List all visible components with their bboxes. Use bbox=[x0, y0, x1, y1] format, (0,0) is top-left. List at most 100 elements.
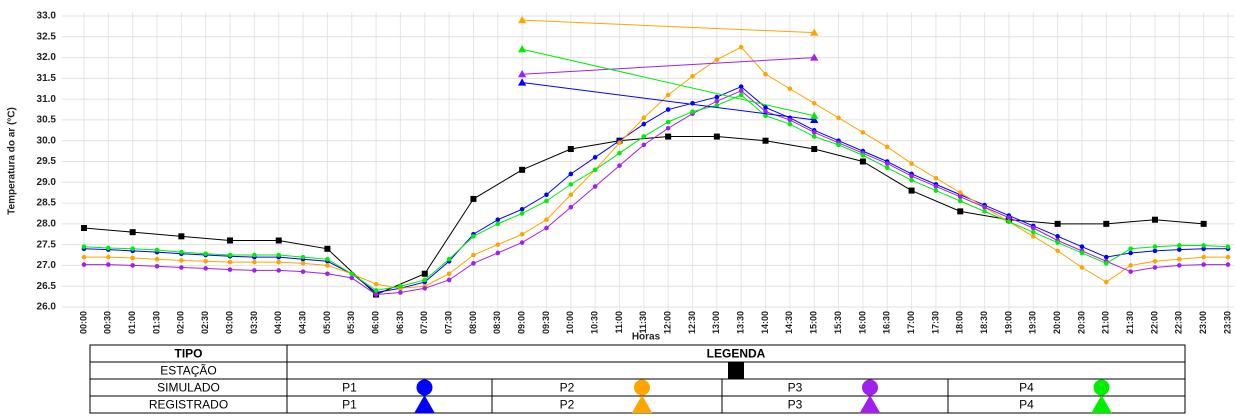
data-point bbox=[860, 130, 866, 135]
x-tick-label: 18:00 bbox=[955, 311, 965, 334]
data-point bbox=[81, 254, 87, 260]
data-point bbox=[1079, 250, 1085, 256]
data-point bbox=[1006, 219, 1012, 225]
data-point bbox=[1200, 220, 1207, 227]
data-point bbox=[446, 271, 452, 277]
data-point bbox=[690, 109, 695, 114]
data-point bbox=[1225, 262, 1231, 267]
legend-label: P4 bbox=[1019, 398, 1034, 412]
data-point bbox=[421, 270, 428, 277]
data-point bbox=[1128, 263, 1133, 268]
data-point bbox=[495, 217, 501, 222]
data-point bbox=[203, 266, 209, 271]
x-tick-label: 14:30 bbox=[784, 311, 794, 334]
data-point bbox=[714, 98, 720, 104]
y-tick-label: 30.0 bbox=[37, 135, 57, 146]
data-point bbox=[276, 268, 282, 273]
y-tick-label: 26.5 bbox=[37, 281, 57, 292]
data-point bbox=[665, 125, 671, 131]
data-point bbox=[517, 45, 527, 53]
x-tick-label: 04:30 bbox=[297, 311, 307, 334]
data-point bbox=[325, 271, 330, 277]
data-point bbox=[665, 92, 671, 98]
data-point bbox=[1177, 247, 1182, 252]
data-point bbox=[325, 263, 330, 268]
data-point bbox=[617, 163, 622, 168]
data-point bbox=[690, 73, 695, 79]
data-point bbox=[641, 121, 647, 127]
data-point bbox=[130, 255, 135, 261]
data-point bbox=[763, 71, 768, 77]
data-point bbox=[422, 277, 428, 283]
data-point bbox=[179, 265, 184, 270]
data-point bbox=[471, 252, 476, 258]
legend-marker bbox=[414, 395, 435, 414]
data-point bbox=[1103, 279, 1109, 285]
data-point bbox=[1055, 240, 1060, 245]
data-point bbox=[81, 225, 87, 232]
data-point bbox=[373, 292, 379, 297]
x-tick-label: 09:30 bbox=[541, 311, 551, 334]
y-tick-label: 31.5 bbox=[37, 73, 57, 84]
data-point bbox=[665, 119, 671, 125]
x-tick-label: 04:00 bbox=[273, 311, 283, 334]
data-point bbox=[300, 269, 306, 274]
y-tick-label: 28.5 bbox=[37, 198, 57, 209]
data-point bbox=[373, 288, 379, 293]
data-point bbox=[810, 53, 819, 61]
x-tick-label: 16:30 bbox=[882, 311, 892, 334]
data-point bbox=[957, 198, 963, 204]
data-point bbox=[203, 258, 209, 264]
x-tick-label: 13:30 bbox=[736, 311, 746, 334]
data-point bbox=[1201, 246, 1206, 252]
data-point bbox=[1006, 215, 1012, 220]
data-point bbox=[933, 184, 939, 189]
data-point bbox=[1055, 248, 1060, 254]
data-point bbox=[811, 101, 817, 106]
x-tick-label: 12:00 bbox=[663, 311, 673, 334]
data-point bbox=[422, 285, 428, 291]
data-point bbox=[811, 146, 818, 153]
data-point bbox=[471, 261, 476, 266]
data-point bbox=[567, 146, 574, 153]
series-line bbox=[84, 46, 1228, 289]
series-line bbox=[84, 90, 1228, 296]
series-line bbox=[522, 19, 815, 34]
legend-label: P2 bbox=[560, 398, 575, 412]
data-point bbox=[884, 165, 890, 171]
data-point bbox=[227, 237, 234, 244]
data-point bbox=[787, 117, 793, 123]
data-point bbox=[811, 134, 817, 139]
data-point bbox=[1103, 261, 1109, 266]
y-tick-label: 32.5 bbox=[37, 31, 57, 42]
data-point bbox=[1128, 269, 1133, 274]
x-tick-label: 17:00 bbox=[906, 311, 916, 334]
x-tick-label: 21:30 bbox=[1125, 311, 1135, 334]
data-point bbox=[519, 240, 525, 245]
series-line bbox=[522, 57, 815, 75]
x-tick-label: 23:00 bbox=[1198, 311, 1208, 334]
data-point bbox=[787, 121, 793, 127]
data-point bbox=[495, 221, 501, 227]
legend-marker bbox=[416, 379, 433, 396]
x-tick-label: 11:00 bbox=[614, 311, 624, 334]
data-point bbox=[665, 133, 672, 140]
data-point bbox=[836, 115, 841, 121]
data-point bbox=[227, 252, 233, 258]
data-point bbox=[641, 134, 647, 139]
data-point bbox=[544, 198, 549, 204]
x-tick-label: 19:00 bbox=[1003, 311, 1013, 334]
y-tick-label: 33.0 bbox=[37, 11, 57, 22]
data-point bbox=[568, 192, 574, 198]
x-tick-label: 15:00 bbox=[809, 311, 819, 334]
legend-marker bbox=[1091, 395, 1112, 414]
data-point bbox=[446, 256, 452, 262]
series-line bbox=[83, 94, 1229, 291]
legend-header: LEGENDA bbox=[707, 347, 766, 361]
data-point bbox=[398, 290, 403, 295]
data-point bbox=[836, 142, 841, 148]
data-point bbox=[1225, 254, 1231, 260]
data-point bbox=[933, 188, 939, 193]
data-point bbox=[275, 237, 282, 244]
